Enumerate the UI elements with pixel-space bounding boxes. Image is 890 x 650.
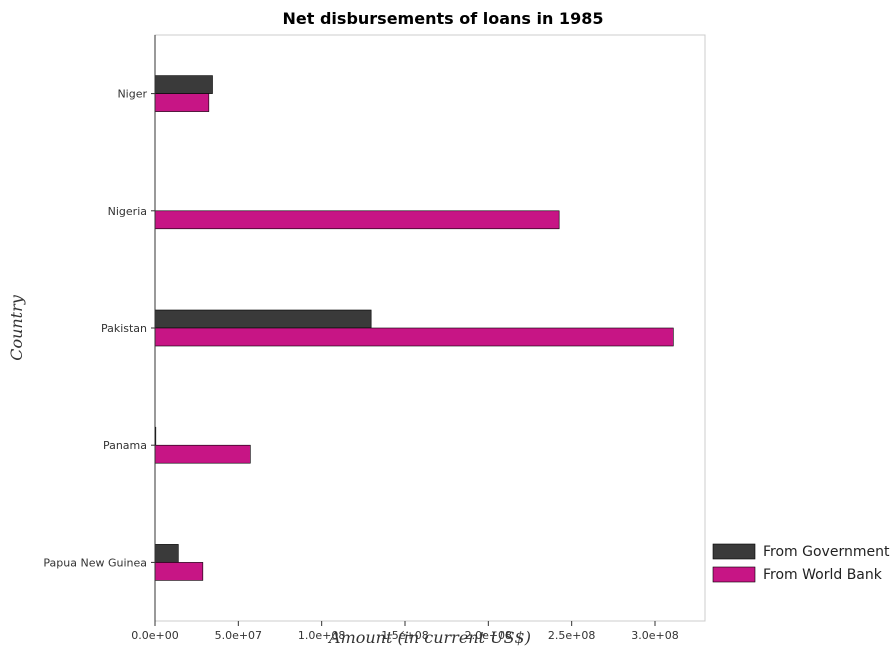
bars (154, 75, 674, 581)
x-tick-label: 5.0e+07 (215, 629, 262, 642)
bar-government-niger (154, 75, 213, 94)
y-axis-label: Country (7, 294, 26, 361)
bar-world-bank-pakistan (154, 327, 674, 347)
x-axis-label: Amount (in current US$) (327, 628, 531, 647)
y-tick-label: Panama (103, 439, 147, 452)
x-tick-label: 2.5e+08 (548, 629, 595, 642)
bar-world-bank-niger (154, 93, 210, 112)
bar-government-pakistan (154, 309, 372, 329)
x-tick-label: 2.0e+08 (465, 629, 512, 642)
legend-label-government: From Government (763, 544, 890, 560)
x-tick-label: 1.0e+08 (298, 629, 345, 642)
y-tick-label: Papua New Guinea (43, 556, 147, 569)
x-tick-label: 3.0e+08 (631, 629, 678, 642)
legend: From Government From World Bank (712, 543, 890, 583)
x-tick-label: 1.5e+08 (381, 629, 428, 642)
bar-world-bank-panama (154, 444, 251, 464)
legend-label-world-bank: From World Bank (763, 567, 883, 583)
y-tick-label: Niger (117, 88, 147, 101)
legend-swatch-government (712, 543, 756, 560)
axes: Niger Nigeria Pakistan Panama Papua New Guin… (43, 35, 679, 642)
x-tick-label: 0.0e+00 (131, 629, 178, 642)
bar-government-papua-new-guinea (154, 544, 179, 563)
bar-world-bank-papua-new-guinea (154, 562, 204, 581)
y-tick-label: Pakistan (101, 322, 147, 335)
y-tick-label: Nigeria (108, 205, 147, 218)
legend-swatch-world-bank (712, 566, 756, 583)
bar-world-bank-nigeria (154, 210, 560, 230)
chart-title: Net disbursements of loans in 1985 (283, 9, 604, 28)
